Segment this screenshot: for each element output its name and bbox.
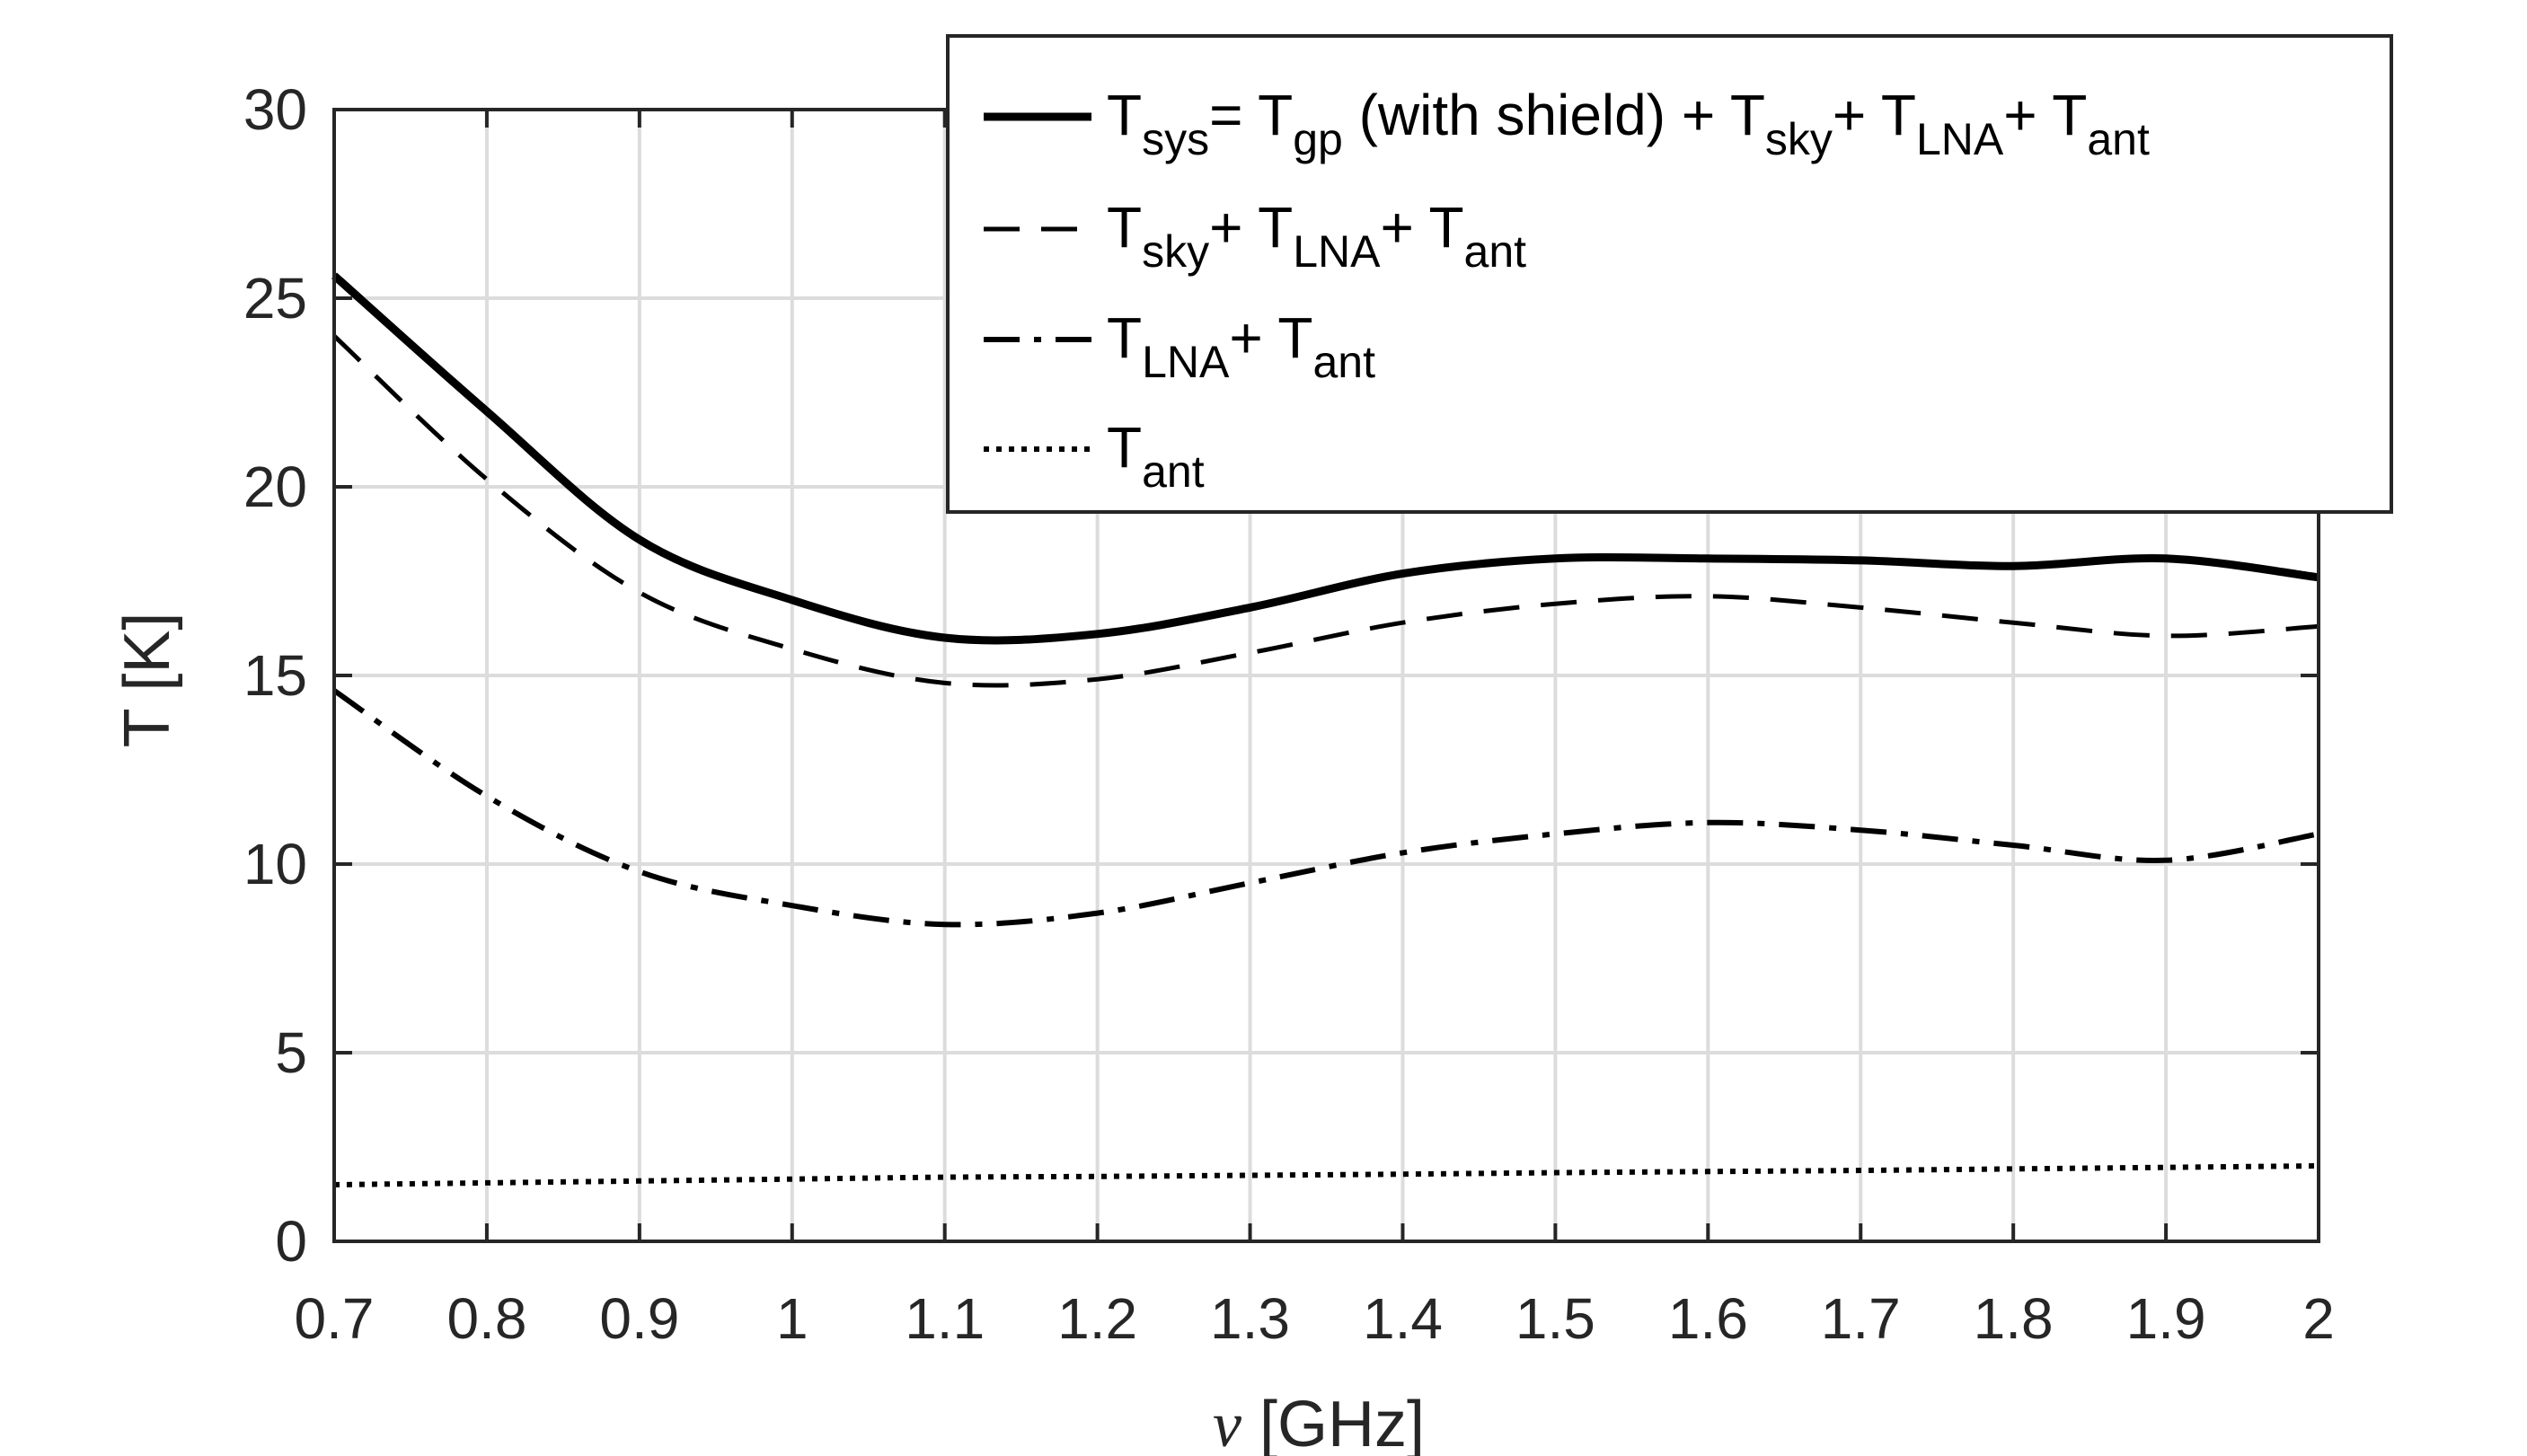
x-axis-label-symbol: ν <box>1213 1389 1241 1456</box>
x-tick-label: 1.9 <box>2126 1286 2206 1351</box>
y-tick-label: 5 <box>275 1020 307 1085</box>
x-axis-label-unit: [GHz] <box>1241 1389 1425 1456</box>
x-tick-label: 1 <box>776 1286 808 1351</box>
legend-entry-label: Tant <box>1107 415 1205 497</box>
legend-subscript: sky <box>1765 114 1833 164</box>
legend-text-part: + T <box>1380 195 1463 260</box>
x-tick-label: 2 <box>2302 1286 2335 1351</box>
legend-text-part: + T <box>1833 83 1916 147</box>
x-tick-label: 1.2 <box>1057 1286 1137 1351</box>
x-tick-label: 1.6 <box>1668 1286 1748 1351</box>
x-tick-label: 0.8 <box>446 1286 526 1351</box>
legend-subscript: sky <box>1142 226 1209 277</box>
legend-text-part: T <box>1107 83 1142 147</box>
legend-text-part: T <box>1107 305 1142 370</box>
x-tick-label: 1.4 <box>1363 1286 1443 1351</box>
ticks: 0.7 0.8 0.9 1 1.1 1.2 1.3 1.4 1.5 1.6 1.7 1.8 1.9 205… <box>243 77 2335 1351</box>
legend-text-part: + T <box>1229 305 1312 370</box>
x-tick-label: 1.7 <box>1821 1286 1901 1351</box>
y-tick-label: 30 <box>243 77 307 142</box>
legend-subscript: ant <box>1464 226 1527 277</box>
x-tick-label: 1.5 <box>1515 1286 1595 1351</box>
legend-subscript: ant <box>1312 337 1375 387</box>
legend-text-part: T <box>1107 415 1142 480</box>
y-tick-label: 10 <box>243 832 307 896</box>
legend-subscript: LNA <box>1142 337 1230 387</box>
y-tick-label: 0 <box>275 1209 307 1274</box>
legend: Tsys= Tgp (with shield) + Tsky+ TLNA+ Ta… <box>946 34 2393 514</box>
legend-text-part: + T <box>1209 195 1293 260</box>
series-line-dashdot <box>332 688 2319 928</box>
x-tick-label: 1.1 <box>905 1286 985 1351</box>
x-axis-label: ν [GHz] <box>1213 1389 1425 1456</box>
legend-subscript: LNA <box>1293 226 1381 277</box>
y-tick-label: 15 <box>243 643 307 708</box>
legend-subscript: ant <box>1142 446 1205 497</box>
legend-subscript: sys <box>1142 114 1209 164</box>
y-tick-label: 25 <box>243 266 307 331</box>
y-tick-label: 20 <box>243 454 307 519</box>
legend-entry-label: TLNA+ Tant <box>1107 305 1375 387</box>
x-tick-label: 0.9 <box>599 1286 679 1351</box>
y-axis-label: T [K] <box>111 613 183 748</box>
legend-subscript: ant <box>2087 114 2150 164</box>
legend-text-part: + T <box>2003 83 2087 147</box>
legend-subscript: gp <box>1293 114 1343 164</box>
legend-entry-label: Tsky+ TLNA+ Tant <box>1107 195 1526 277</box>
x-tick-label: 0.7 <box>295 1286 375 1351</box>
legend-entry-label: Tsys= Tgp (with shield) + Tsky+ TLNA+ Ta… <box>1107 83 2150 164</box>
series-layer <box>331 272 2319 1187</box>
legend-text-part: T <box>1107 195 1142 260</box>
series-line-dotted <box>333 1163 2319 1187</box>
legend-box <box>946 34 2393 514</box>
legend-text-part: = T <box>1209 83 1293 147</box>
x-tick-label: 1.3 <box>1210 1286 1290 1351</box>
legend-subscript: LNA <box>1916 114 2004 164</box>
legend-text-part: (with shield) + T <box>1343 83 1765 147</box>
x-tick-label: 1.8 <box>1974 1286 2054 1351</box>
series-line-solid <box>331 272 2319 645</box>
